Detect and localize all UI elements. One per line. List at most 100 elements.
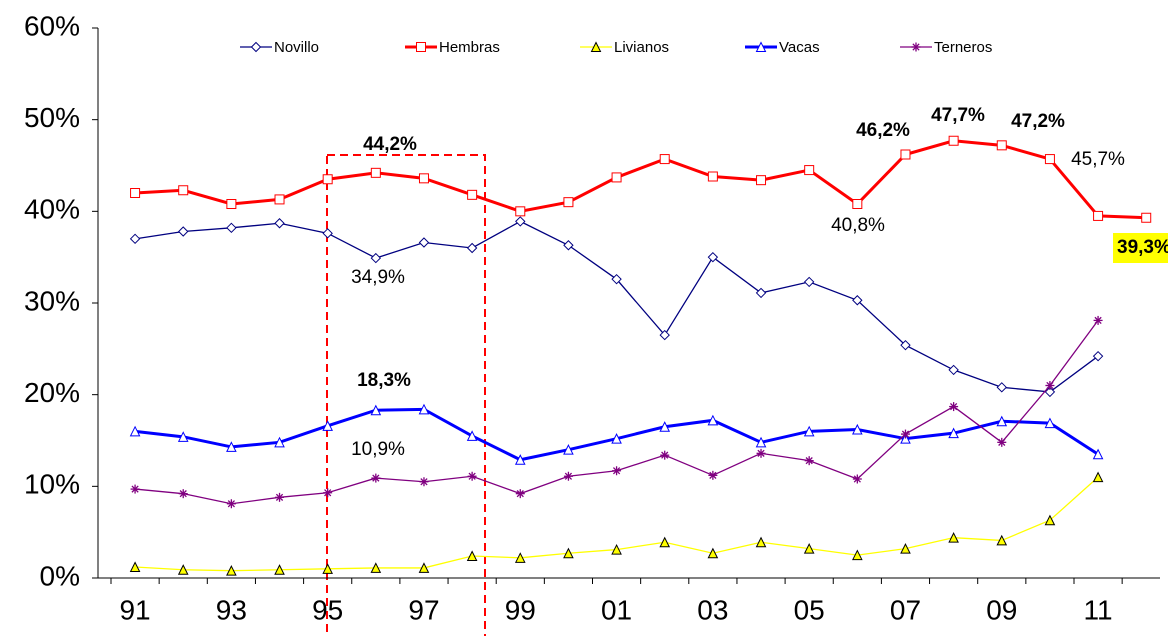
marker-stroke xyxy=(179,490,187,498)
series-line xyxy=(135,320,1099,505)
annotation: 46,2% xyxy=(856,120,910,141)
annotation: 10,9% xyxy=(351,439,405,460)
marker-stroke xyxy=(853,475,861,483)
marker xyxy=(418,562,430,573)
marker-stroke xyxy=(227,500,235,508)
marker xyxy=(514,454,526,465)
marker xyxy=(1092,471,1104,483)
marker xyxy=(178,489,188,499)
legend-label: Hembras xyxy=(439,39,500,56)
x-tick-label: 07 xyxy=(890,594,921,625)
marker-stroke xyxy=(901,430,910,438)
x-tick-label: 93 xyxy=(216,594,247,625)
marker xyxy=(1092,448,1104,460)
marker xyxy=(226,199,237,209)
marker xyxy=(370,167,381,178)
marker xyxy=(803,543,815,554)
marker xyxy=(250,41,262,53)
marker xyxy=(130,484,140,494)
marker xyxy=(177,431,189,442)
marker xyxy=(659,329,670,341)
marker xyxy=(948,364,959,376)
legend-item: Livianos xyxy=(580,39,669,56)
marker xyxy=(948,135,959,146)
marker xyxy=(418,173,429,184)
marker xyxy=(1044,386,1056,398)
marker xyxy=(467,189,478,200)
legend-label: Vacas xyxy=(779,39,820,56)
marker-stroke xyxy=(468,472,476,480)
marker xyxy=(755,287,767,299)
marker xyxy=(178,226,189,237)
marker xyxy=(467,471,477,481)
marker xyxy=(590,41,602,52)
marker xyxy=(226,441,237,452)
marker-stroke xyxy=(757,449,765,457)
y-tick-label: 30% xyxy=(24,285,80,316)
legend-item: Hembras xyxy=(405,39,500,56)
marker xyxy=(1141,212,1152,223)
marker xyxy=(996,415,1008,427)
marker xyxy=(129,425,141,437)
y-tick-label: 50% xyxy=(24,102,80,133)
marker xyxy=(852,474,862,484)
marker xyxy=(419,477,429,487)
x-tick-label: 03 xyxy=(697,594,728,625)
marker xyxy=(515,206,526,217)
marker xyxy=(466,430,478,441)
marker xyxy=(707,414,719,426)
x-tick-label: 05 xyxy=(794,594,825,625)
legend-label: Livianos xyxy=(614,39,669,56)
marker xyxy=(755,41,767,52)
marker xyxy=(563,547,574,559)
marker-stroke xyxy=(612,467,621,475)
marker xyxy=(948,427,959,439)
marker xyxy=(755,436,767,448)
marker xyxy=(129,561,141,572)
marker xyxy=(274,436,285,448)
marker xyxy=(852,549,863,561)
marker xyxy=(900,543,911,554)
marker xyxy=(611,273,622,285)
marker xyxy=(659,154,670,165)
marker xyxy=(1044,514,1056,526)
marker xyxy=(466,550,478,561)
marker-stroke xyxy=(420,478,428,486)
annotation: 34,9% xyxy=(351,267,405,288)
marker xyxy=(1044,417,1056,429)
marker xyxy=(274,564,285,575)
marker xyxy=(466,242,478,254)
marker xyxy=(659,536,671,548)
marker xyxy=(996,140,1007,151)
marker xyxy=(1092,350,1104,362)
x-tick-label: 97 xyxy=(408,594,439,625)
annotation-highlight xyxy=(1113,233,1168,263)
marker-stroke xyxy=(564,472,573,480)
marker-stroke xyxy=(516,490,524,498)
marker xyxy=(659,421,671,432)
marker xyxy=(756,175,767,186)
marker xyxy=(852,423,863,435)
marker xyxy=(563,240,574,251)
marker xyxy=(996,534,1008,546)
x-tick-label: 95 xyxy=(312,594,343,625)
legend-label: Novillo xyxy=(274,39,319,56)
marker xyxy=(996,382,1007,393)
marker xyxy=(177,564,189,575)
marker xyxy=(900,339,911,351)
x-tick-label: 99 xyxy=(505,594,536,625)
marker xyxy=(416,42,426,52)
marker xyxy=(1093,315,1103,325)
marker xyxy=(563,444,574,455)
marker xyxy=(852,295,863,306)
x-tick-label: 11 xyxy=(1084,594,1113,625)
marker xyxy=(130,188,141,198)
marker xyxy=(129,233,141,245)
series-line xyxy=(134,139,1147,220)
marker xyxy=(1044,154,1055,165)
marker xyxy=(226,499,236,509)
marker xyxy=(370,252,382,264)
annotation: 45,7% xyxy=(1071,149,1125,170)
marker xyxy=(611,172,622,183)
y-tick-label: 40% xyxy=(24,194,80,225)
